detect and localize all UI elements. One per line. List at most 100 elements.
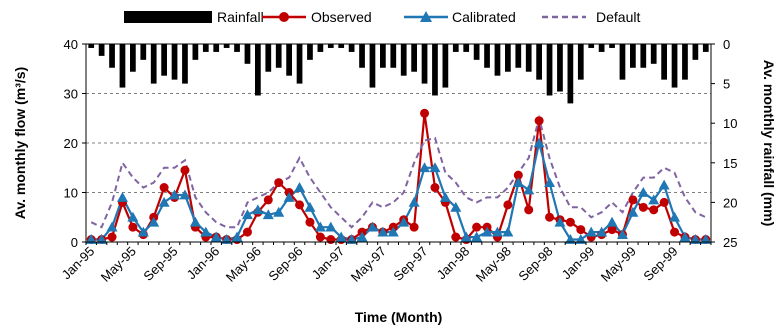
calibrated-point [637, 187, 649, 197]
calibrated-point [283, 191, 295, 202]
x-tick-label: May-97 [348, 244, 389, 285]
x-tick-label: Sep-95 [140, 244, 180, 284]
calibrated-point [273, 206, 285, 217]
legend-label: Calibrated [452, 9, 516, 25]
y-tick-label: 10 [64, 186, 78, 201]
calibrated-point [544, 177, 556, 187]
calibrated-point [429, 162, 441, 173]
legend-label: Rainfall [217, 9, 264, 25]
calibrated-point [366, 221, 378, 232]
calibrated-point [137, 226, 149, 237]
calibrated-point [127, 211, 139, 222]
rainfall-bar [150, 44, 157, 84]
observed-point [513, 170, 523, 180]
rainfall-bar [244, 44, 251, 64]
calibrated-point [679, 231, 691, 242]
calibrated-point [262, 209, 274, 220]
rainfall-bar [348, 44, 355, 52]
rainfall-bar [682, 44, 688, 80]
rainfall-bar [588, 44, 595, 48]
rainfall-bar [182, 44, 188, 84]
rainfall-bar [421, 44, 428, 84]
rainfall-bar [88, 44, 95, 48]
rainfall-bars [88, 44, 709, 104]
calibrated-point [294, 182, 306, 192]
calibrated-point [481, 226, 493, 237]
calibrated-point [596, 226, 608, 237]
x-tick-label: Sep-98 [515, 244, 555, 284]
rainfall-bar [484, 44, 490, 68]
observed-point [565, 217, 575, 227]
observed-point [420, 108, 430, 118]
calibrated-point [158, 196, 170, 207]
rainfall-bar [223, 44, 230, 48]
rainfall-bar [432, 44, 438, 96]
x-tick-label: Sep-96 [265, 244, 305, 284]
flow-markers [85, 108, 712, 245]
observed-point [274, 178, 284, 188]
calibrated-point [325, 221, 337, 232]
calibrated-point [700, 234, 712, 244]
observed-point [503, 200, 513, 210]
rainfall-bar [307, 44, 313, 60]
observed-point [128, 222, 138, 232]
calibrated-point [648, 194, 660, 205]
rainfall-bar [213, 44, 220, 52]
observed-point [649, 205, 659, 215]
calibrated-point [471, 231, 483, 242]
calibrated-point [148, 216, 160, 227]
calibrated-point [669, 211, 681, 222]
rainfall-bar [494, 44, 501, 76]
calibrated-point [554, 216, 566, 227]
calibrated-point [96, 234, 108, 244]
calibrated-point [575, 234, 587, 244]
calibrated-point [106, 221, 118, 232]
rainfall-bar [275, 44, 282, 68]
rainfall-bar [130, 44, 136, 72]
calibrated-point [398, 216, 410, 227]
calibrated-point [606, 216, 618, 227]
rainfall-bar [452, 44, 459, 52]
y2-tick-label: 5 [723, 77, 730, 92]
calibrated-point [627, 206, 639, 217]
x-tick-label: Jan-99 [559, 244, 598, 283]
rainfall-bar [317, 44, 324, 52]
rainfall-bar [234, 44, 240, 52]
calibrated-point [241, 209, 253, 220]
rainfall-bar [265, 44, 272, 72]
calibrated-point [189, 216, 201, 227]
calibrated-point [179, 189, 191, 200]
calibrated-point [523, 184, 535, 195]
x-tick-label: May-99 [598, 244, 639, 285]
rainfall-bar [702, 44, 709, 52]
y-axis-label: Av. monthly flow (m³/s) [12, 67, 28, 219]
y2-tick-label: 15 [723, 156, 737, 171]
y2-axis-label: Av. monthly rainfall (mm) [761, 60, 777, 226]
calibrated-point [658, 179, 670, 190]
y-tick-label: 30 [64, 87, 78, 102]
observed-point [607, 225, 617, 235]
x-axis-ticks: Jan-95 May-95 Sep-95 Jan-96 May-96 Sep-96 Jan-… [59, 242, 712, 285]
calibrated-point [439, 191, 451, 202]
rainfall-bar [140, 44, 147, 60]
x-tick-label: May-96 [223, 244, 264, 285]
rainfall-bar [296, 44, 303, 84]
rainfall-bar [577, 44, 584, 80]
rainfall-bar [338, 44, 345, 48]
rainfall-bar [202, 44, 209, 52]
observed-point [545, 212, 555, 222]
rainfall-bar [286, 44, 292, 76]
calibrated-point [116, 191, 128, 202]
observed-point [576, 225, 586, 235]
calibrated-point [231, 231, 243, 242]
rainfall-bar [359, 44, 365, 68]
calibrated-point [408, 196, 420, 207]
rainfall-bar [369, 44, 376, 88]
rainfall-bar [255, 44, 261, 96]
calibrated-point [252, 204, 264, 215]
rainfall-bar [390, 44, 397, 68]
right-axis-ticks: 0 5 10 15 20 25 [711, 37, 737, 250]
left-axis-ticks: 0 10 20 30 40 [64, 37, 86, 250]
rainfall-bar [327, 44, 334, 48]
legend-label: Default [596, 9, 640, 25]
